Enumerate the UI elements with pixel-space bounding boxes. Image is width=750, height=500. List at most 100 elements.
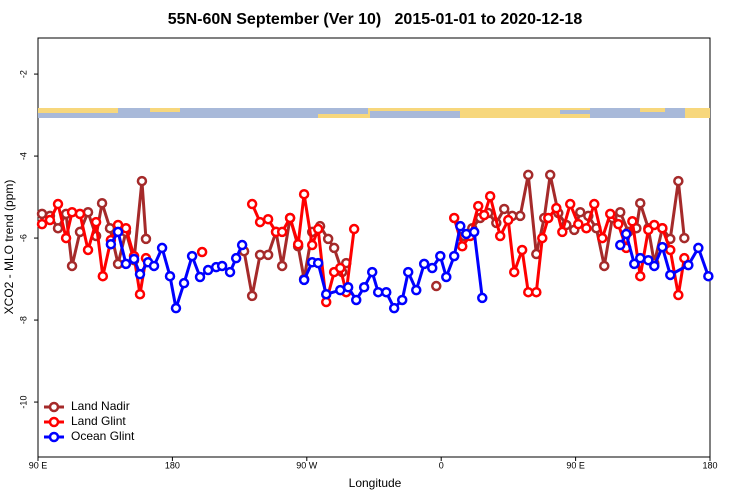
data-point <box>284 212 296 224</box>
data-point <box>36 218 48 230</box>
map-ocean <box>560 110 590 114</box>
data-point <box>643 254 654 266</box>
data-point <box>105 238 117 250</box>
data-point <box>328 242 340 254</box>
data-point <box>156 242 168 254</box>
map-ocean <box>38 113 118 118</box>
data-point <box>537 232 548 244</box>
data-point <box>613 218 624 230</box>
data-point <box>312 257 324 269</box>
data-point <box>164 270 176 282</box>
data-point <box>236 239 248 251</box>
data-point <box>246 290 258 302</box>
data-point <box>276 260 288 272</box>
data-point <box>358 282 370 293</box>
data-point <box>44 214 56 226</box>
y-tick-label: -6 <box>18 234 28 242</box>
data-point <box>508 266 520 278</box>
data-point <box>523 169 534 181</box>
data-point <box>615 206 626 218</box>
data-point <box>52 198 64 210</box>
data-point <box>262 249 274 261</box>
data-point <box>574 206 586 218</box>
data-point <box>523 286 534 298</box>
data-point <box>298 274 310 286</box>
data-point <box>649 219 660 231</box>
data-point <box>435 250 446 262</box>
data-point <box>544 169 556 181</box>
data-point <box>477 292 488 304</box>
data-point <box>543 212 554 224</box>
data-point <box>564 198 576 210</box>
map-ocean <box>590 108 685 118</box>
data-point <box>514 210 526 222</box>
data-point <box>52 222 64 234</box>
data-point <box>448 250 460 262</box>
x-tick-label: 180 <box>702 460 717 470</box>
data-point <box>202 264 214 276</box>
data-point <box>673 175 684 187</box>
data-point <box>366 266 378 278</box>
data-point <box>178 277 190 289</box>
data-point <box>441 271 452 283</box>
data-point <box>104 222 116 234</box>
map-ocean <box>318 108 368 114</box>
data-point <box>516 244 528 256</box>
data-point <box>418 258 430 270</box>
x-tick-label: 90 E <box>29 460 48 470</box>
legend-marker <box>48 401 60 413</box>
map-land <box>150 108 180 112</box>
data-point <box>581 222 592 234</box>
data-point <box>615 239 626 251</box>
data-point <box>455 220 466 232</box>
data-point <box>484 191 496 202</box>
map-land <box>640 108 665 112</box>
data-point <box>683 259 694 271</box>
series <box>105 220 714 314</box>
data-point <box>498 203 510 215</box>
data-point <box>431 280 442 292</box>
data-point <box>170 302 182 314</box>
y-tick-label: -10 <box>18 396 28 409</box>
data-point <box>703 270 714 282</box>
data-point <box>635 197 646 209</box>
data-point <box>262 213 274 225</box>
legend-marker <box>48 416 60 428</box>
data-point <box>693 242 704 254</box>
data-point <box>402 266 414 278</box>
data-point <box>186 250 198 262</box>
data-point <box>411 284 422 296</box>
data-point <box>128 253 140 265</box>
data-point <box>478 209 490 221</box>
y-tick-label: -4 <box>18 152 28 160</box>
data-point <box>472 200 484 212</box>
data-point <box>96 197 108 209</box>
data-point <box>312 223 324 235</box>
data-point <box>468 226 480 238</box>
data-point <box>60 232 72 244</box>
data-point <box>457 241 468 252</box>
chart-title: 55N-60N September (Ver 10) 2015-01-01 to… <box>168 11 583 28</box>
data-point <box>320 288 332 300</box>
data-point <box>396 294 408 306</box>
data-point <box>372 286 384 298</box>
data-point <box>657 241 668 253</box>
data-point <box>276 226 288 238</box>
data-point <box>649 260 660 272</box>
legend-label: Land Nadir <box>71 399 130 413</box>
data-point <box>306 239 318 251</box>
data-point <box>620 228 632 240</box>
data-point <box>531 286 542 298</box>
data-point <box>120 222 132 234</box>
data-point <box>599 260 610 272</box>
data-point <box>635 270 646 282</box>
y-axis-label: XCO2 - MLO trend (ppm) <box>2 180 16 315</box>
data-point <box>342 282 354 293</box>
data-point <box>635 252 646 264</box>
data-point <box>216 260 228 272</box>
data-point <box>380 286 392 298</box>
data-point <box>657 222 668 234</box>
